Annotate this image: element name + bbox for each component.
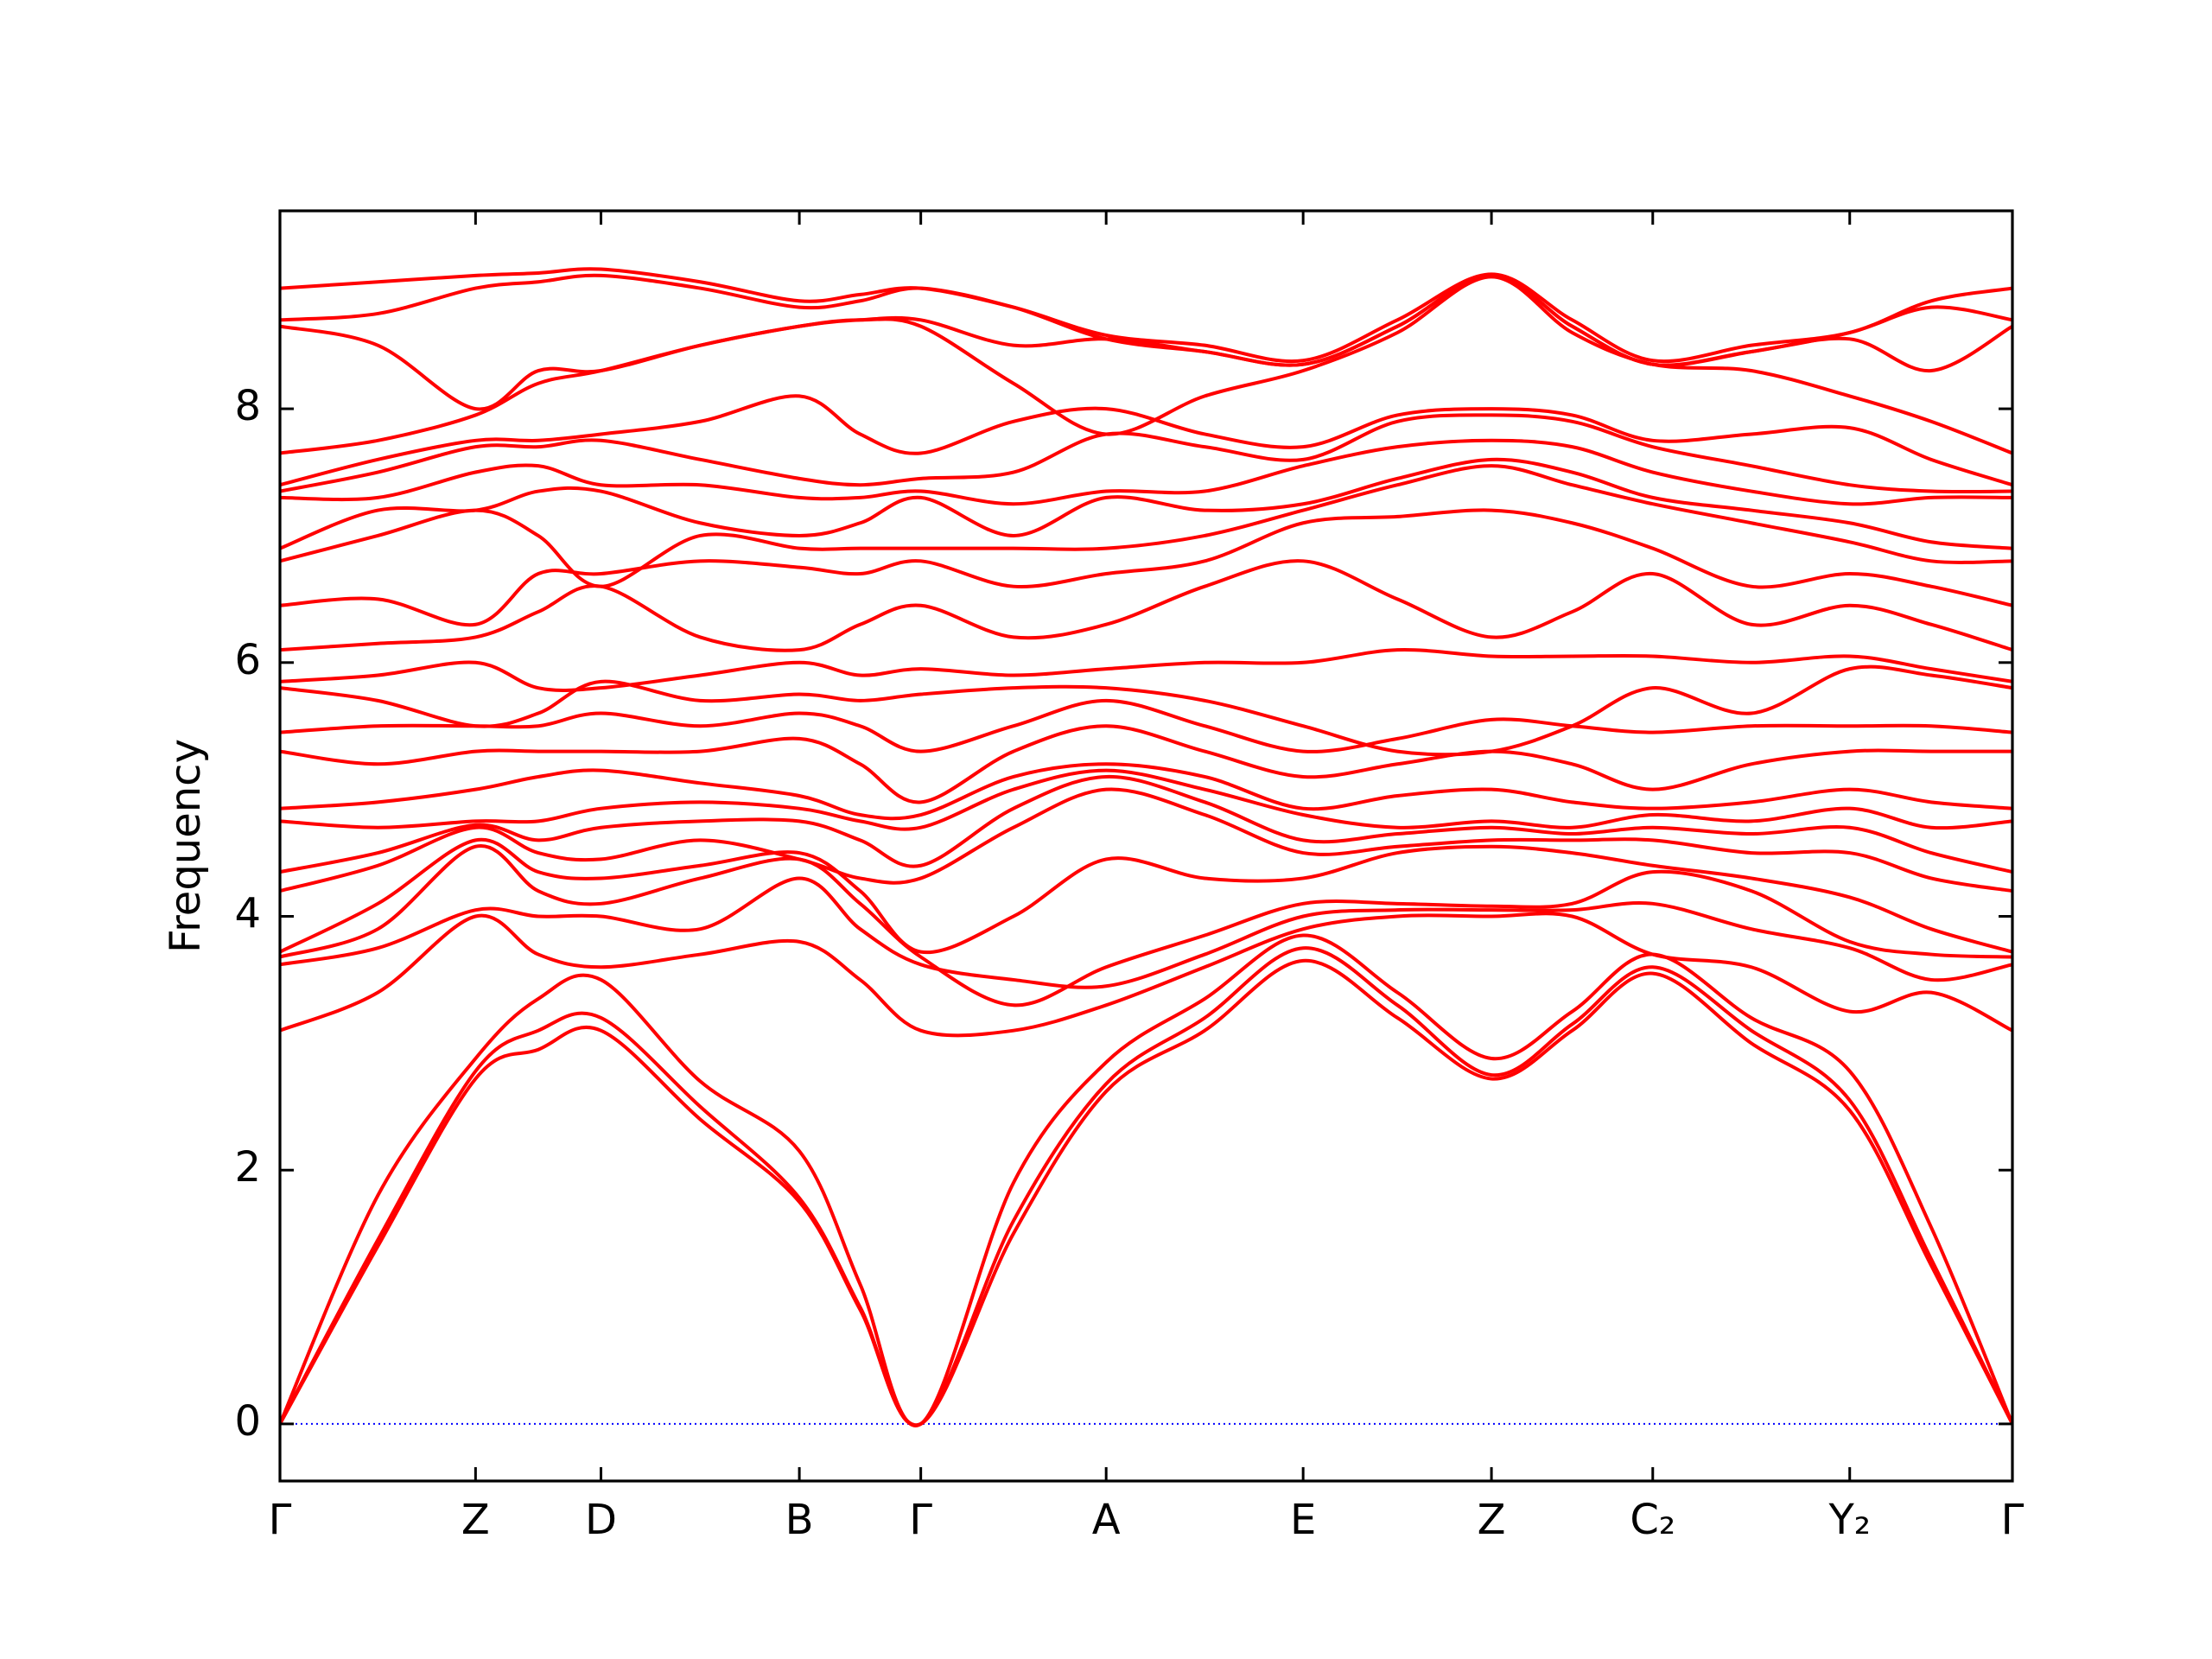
band-line	[280, 647, 2012, 692]
y-tick-label: 2	[234, 1143, 261, 1192]
plot-frame	[278, 209, 2014, 1483]
band-line	[280, 508, 2012, 627]
y-tick-label: 6	[234, 636, 261, 684]
band-line	[280, 762, 2012, 821]
y-axis-label: Frequency	[162, 739, 210, 953]
x-tick-label: Y₂	[1827, 1496, 1871, 1544]
band-line	[280, 275, 2012, 455]
band-line	[280, 457, 2012, 550]
band-line	[280, 273, 2012, 367]
band-line	[280, 946, 2012, 1427]
band-line	[280, 273, 2012, 411]
band-line	[280, 933, 2012, 1427]
x-tick-label: D	[585, 1496, 617, 1544]
band-line	[280, 664, 2012, 757]
band-line	[280, 844, 2012, 1007]
band-line	[280, 698, 2012, 753]
x-tick-label: Z	[461, 1496, 490, 1544]
y-tick-label: 8	[234, 382, 261, 430]
band-line	[280, 267, 2012, 364]
band-line	[280, 876, 2012, 989]
x-tick-label: E	[1290, 1496, 1316, 1544]
band-line	[280, 724, 2012, 804]
x-tick-label: Z	[1478, 1496, 1506, 1544]
x-tick-label: Γ	[2001, 1496, 2024, 1544]
band-line	[280, 958, 2012, 1427]
x-tick-label: A	[1092, 1496, 1121, 1544]
y-tick-label: 4	[234, 890, 261, 938]
band-line	[280, 559, 2012, 652]
band-line	[280, 464, 2012, 588]
y-tick-label: 0	[234, 1397, 261, 1446]
band-line	[280, 413, 2012, 494]
band-line	[280, 837, 2012, 955]
band-line	[280, 768, 2012, 831]
band-line	[280, 394, 2012, 487]
x-tick-label: B	[785, 1496, 814, 1544]
x-tick-label: C₂	[1630, 1496, 1675, 1544]
x-tick-label: Γ	[909, 1496, 932, 1544]
band-line	[280, 787, 2012, 893]
band-line	[280, 912, 2012, 1038]
plot-area	[280, 267, 2012, 1427]
band-line	[280, 438, 2012, 506]
band-line	[280, 774, 2012, 874]
x-tick-label: Γ	[269, 1496, 292, 1544]
